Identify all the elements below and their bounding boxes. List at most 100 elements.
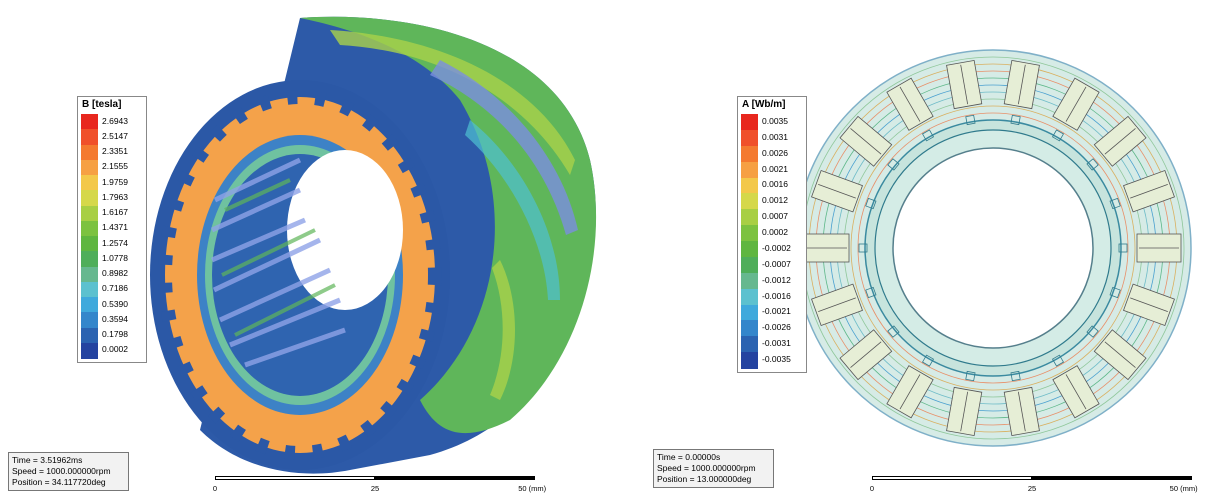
stator-slot [1003,370,1040,437]
legend-swatch [741,225,758,242]
position-readout: Position = 34.117720deg [12,477,106,487]
legend-swatch [741,193,758,210]
legend-label: 0.1798 [102,329,128,340]
legend-swatch [81,312,98,328]
stator-slot [1109,170,1175,213]
legend-vector-potential: A [Wb/m] 0.0035 0.0031 0.0026 0.0021 0.0016 0… [737,96,807,373]
legend-label: 0.8982 [102,268,128,279]
flux-density-view: B [tesla] 2.6943 2.5147 2.3351 2.1555 1.9759… [0,0,608,495]
stator-slot [1051,354,1100,419]
legend-label: 0.0002 [762,227,788,238]
legend-label: -0.0012 [762,274,791,285]
legend-label: 0.0026 [762,147,788,158]
legend-label: 1.2574 [102,237,128,248]
legend-swatch [741,209,758,226]
legend-swatch [81,159,98,176]
legend-label: 0.0035 [762,115,788,126]
stator-slot [1118,233,1182,263]
legend-label: 0.0012 [762,195,788,206]
legend-color-bar [81,114,98,359]
stator-slot [1003,59,1040,126]
legend-swatch [81,114,98,130]
stator-slot [886,354,935,419]
scale-tick-50: 50 (mm) [518,484,547,493]
position-readout: Position = 13.000000deg [657,474,752,484]
legend-label: -0.0007 [762,258,791,269]
legend-title: B [tesla] [82,99,122,110]
legend-swatch [741,161,758,178]
legend-swatch [81,297,98,313]
motor-3d-model [150,16,597,474]
legend-swatch [741,352,758,369]
legend-label: 1.0778 [102,252,128,263]
simulation-info-box: Time = 0.00000s Speed = 1000.000000rpm P… [653,449,774,488]
stator-slot [1109,283,1175,326]
stator-slot [946,59,983,126]
scale-tick-0: 0 [869,484,875,493]
legend-label: 2.5147 [102,130,128,141]
legend-swatch [741,288,758,305]
time-readout: Time = 3.51962ms [12,455,83,465]
legend-swatch [81,281,98,298]
stator-slot [811,170,877,213]
legend-swatch [81,190,98,206]
flux-contour-line [857,112,1129,384]
legend-label: 0.0002 [102,344,128,355]
vector-potential-view: A [Wb/m] 0.0035 0.0031 0.0026 0.0021 0.0016 0… [608,0,1217,495]
legend-swatch [741,129,758,147]
legend-label: 0.0016 [762,179,788,190]
legend-label: 0.0007 [762,211,788,222]
legend-title: A [Wb/m] [742,99,786,110]
legend-label: 0.0021 [762,163,788,174]
legend-swatch [741,177,758,194]
legend-label: -0.0002 [762,242,791,253]
legend-label: 0.5390 [102,298,128,309]
legend-swatch [81,251,98,267]
legend-label: 2.6943 [102,115,128,126]
legend-label: 0.7186 [102,283,128,294]
legend-swatch [741,114,758,131]
legend-label: 1.6167 [102,207,128,218]
legend-color-bar [741,114,758,369]
legend-swatch [741,304,758,321]
scale-tick-25: 25 [370,484,380,493]
legend-swatch [81,327,98,344]
scale-bar-black-segment [375,476,535,480]
stator-slot [1086,115,1147,171]
stator-slot [1051,77,1100,142]
speed-readout: Speed = 1000.000000rpm [657,463,756,473]
legend-label: 1.9759 [102,176,128,187]
legend-swatch [81,342,98,359]
speed-readout: Speed = 1000.000000rpm [12,466,111,476]
scale-bar-black-segment [1032,476,1192,480]
flux-contour-line [850,105,1136,391]
legend-swatch [741,256,758,274]
legend-swatch [741,320,758,337]
legend-swatch [741,145,758,163]
legend-swatch [81,175,98,191]
legend-swatch [81,236,98,252]
legend-label: 2.1555 [102,161,128,172]
legend-swatch [741,336,758,353]
legend-swatch [81,129,98,145]
legend-swatch [81,205,98,222]
stator-slot [886,77,935,142]
legend-label: -0.0021 [762,306,791,317]
stator-slot [1086,325,1147,381]
legend-swatch [81,220,98,237]
time-readout: Time = 0.00000s [657,452,721,462]
legend-label: 1.7963 [102,191,128,202]
legend-label: 0.3594 [102,313,128,324]
legend-label: 2.3351 [102,146,128,157]
stator-slot [839,325,900,381]
legend-swatch [81,144,98,161]
legend-label: -0.0016 [762,290,791,301]
scale-bar-white-segment [872,476,1032,480]
legend-swatch [741,241,758,258]
simulation-info-box: Time = 3.51962ms Speed = 1000.000000rpm … [8,452,129,491]
legend-label: 0.0031 [762,131,788,142]
stator-slot [839,115,900,171]
stator-slot [946,370,983,437]
scale-tick-0: 0 [212,484,218,493]
legend-swatch [741,272,758,290]
